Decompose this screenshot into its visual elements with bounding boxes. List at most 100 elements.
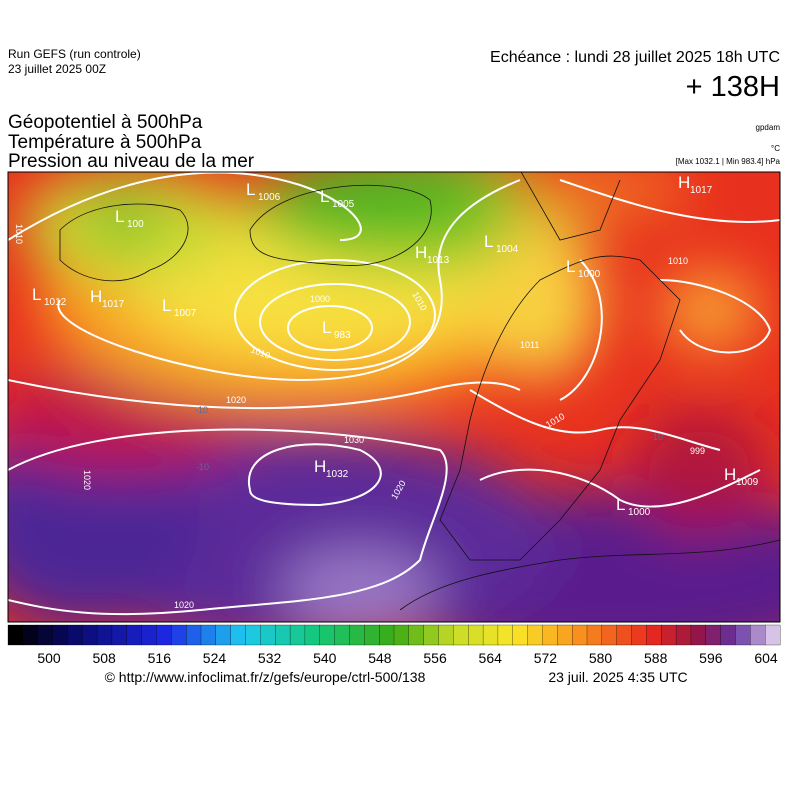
center-value: 1017 xyxy=(102,299,125,310)
temperature-label: -10 xyxy=(195,405,208,415)
colorbar-swatch xyxy=(200,624,217,646)
center-value: 1017 xyxy=(690,185,713,196)
colorbar-swatch xyxy=(720,624,736,646)
colorbar-swatch xyxy=(141,624,157,646)
center-kind: L xyxy=(115,207,124,226)
center-value: 1007 xyxy=(174,308,197,319)
colorbar-swatch xyxy=(527,624,543,646)
colorbar-tick-label: 508 xyxy=(92,650,116,666)
temperature-field xyxy=(8,172,780,622)
colorbar-tick-label: 556 xyxy=(423,650,447,666)
colorbar-swatch xyxy=(67,624,83,646)
center-kind: L xyxy=(32,285,41,304)
colorbar-swatch xyxy=(171,624,187,646)
colorbar-swatch xyxy=(7,624,24,646)
isobar-label: 1010 xyxy=(668,256,688,266)
colorbar-swatch xyxy=(156,624,172,646)
colorbar-swatch xyxy=(646,624,662,646)
map-frame xyxy=(7,171,781,623)
temperature-label: -10 xyxy=(650,432,663,442)
generated-time: 23 juil. 2025 4:35 UTC xyxy=(548,669,687,685)
colorbar-swatch xyxy=(275,624,291,646)
colorbar-swatch xyxy=(393,624,410,646)
colorbar-swatch xyxy=(601,624,618,646)
center-value: 1000 xyxy=(578,269,601,280)
isobars xyxy=(8,172,780,616)
colorbar-swatch xyxy=(750,624,766,646)
colorbar-swatch xyxy=(22,624,39,646)
colorbar-swatch xyxy=(705,624,722,646)
colorbar-swatch xyxy=(586,624,603,646)
colorbar-swatch xyxy=(765,624,781,646)
colorbar-tick-label: 596 xyxy=(699,650,723,666)
colorbar-swatch xyxy=(215,624,232,646)
colorbar-swatch xyxy=(631,624,647,646)
isobar-label: 1010 xyxy=(14,224,24,244)
colorbar-swatch xyxy=(735,624,751,646)
center-kind: L xyxy=(246,180,255,199)
center-value: 1012 xyxy=(44,297,67,308)
center-kind: L xyxy=(320,187,329,206)
temperature-label: -10 xyxy=(196,462,209,472)
center-value: 1005 xyxy=(332,199,355,210)
colorbar-swatch xyxy=(37,624,53,646)
colorbar-swatch xyxy=(497,624,514,646)
center-kind: H xyxy=(678,173,690,192)
colorbar-swatch xyxy=(468,624,484,646)
center-value: 1000 xyxy=(628,507,651,518)
colorbar-tick-label: 548 xyxy=(368,650,392,666)
center-kind: L xyxy=(566,257,575,276)
colorbar-swatch xyxy=(572,624,588,646)
center-value: 1006 xyxy=(258,192,281,203)
colorbar-tick-label: 500 xyxy=(37,650,61,666)
valid-time: Echéance : lundi 28 juillet 2025 18h UTC xyxy=(490,49,780,66)
colorbar-tick-label: 516 xyxy=(148,650,172,666)
colorbar-swatch xyxy=(616,624,632,646)
colorbar-swatch xyxy=(52,624,68,646)
colorbar-swatch xyxy=(364,624,380,646)
colorbar-tick-label: 572 xyxy=(534,650,558,666)
lead-time: + 138H xyxy=(686,71,780,103)
isobar-label: 1020 xyxy=(226,395,246,405)
colorbar-swatch xyxy=(304,624,321,646)
colorbar-tick-label: 564 xyxy=(479,650,503,666)
colorbar-swatch xyxy=(230,624,246,646)
colorbar-swatch xyxy=(557,624,573,646)
colorbar-swatch xyxy=(82,624,98,646)
unit-label: [Max 1032.1 | Min 983.4] hPa xyxy=(676,157,781,166)
colorbar-swatch xyxy=(245,624,261,646)
center-kind: L xyxy=(322,318,331,337)
colorbar-swatch xyxy=(675,624,692,646)
isobar-label: 1011 xyxy=(520,340,539,350)
center-kind: L xyxy=(616,495,625,514)
center-kind: H xyxy=(314,457,326,476)
colorbar-tick-label: 524 xyxy=(203,650,227,666)
colorbar: 500 508 516 524 532 540 548 556 564 572 580 588 596 6… xyxy=(7,624,781,666)
center-kind: L xyxy=(484,232,493,251)
center-value: 983 xyxy=(334,330,351,341)
title-line: Température à 500hPa xyxy=(8,132,202,153)
unit-label: gpdam xyxy=(756,123,781,132)
colorbar-swatch xyxy=(126,624,143,646)
colorbar-swatch xyxy=(319,624,336,646)
colorbar-swatch xyxy=(482,624,499,646)
colorbar-swatch xyxy=(111,624,128,646)
colorbar-swatch xyxy=(542,624,558,646)
center-value: 1032 xyxy=(326,469,349,480)
center-kind: L xyxy=(162,296,171,315)
colorbar-swatch xyxy=(690,624,707,646)
center-kind: H xyxy=(415,243,427,262)
isobar-label: 999 xyxy=(690,446,705,456)
coastlines xyxy=(59,172,780,611)
colorbar-swatch xyxy=(260,624,276,646)
center-kind: H xyxy=(90,287,102,306)
title-line: Pression au niveau de la mer xyxy=(8,151,255,172)
colorbar-swatch xyxy=(186,624,202,646)
run-date: 23 juillet 2025 00Z xyxy=(8,62,106,76)
run-label: Run GEFS (run controle) xyxy=(8,47,141,61)
colorbar-swatch xyxy=(661,624,677,646)
colorbar-tick-label: 604 xyxy=(754,650,778,666)
colorbar-swatch xyxy=(334,624,350,646)
